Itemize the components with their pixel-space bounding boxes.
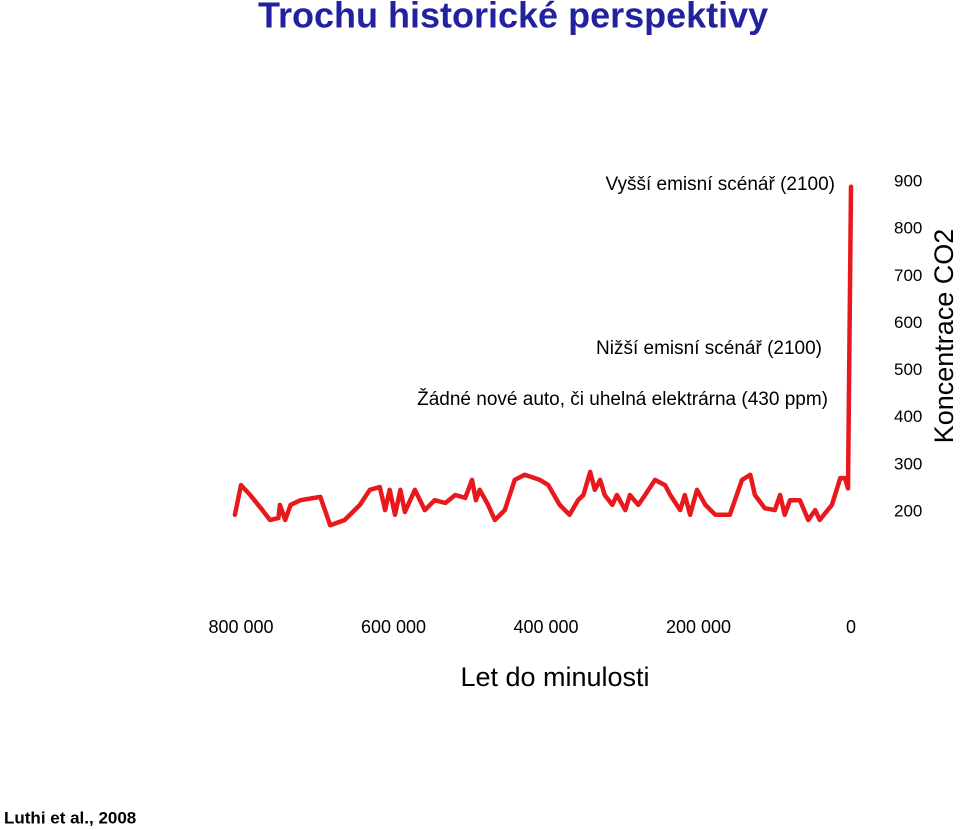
slide-title: Trochu historické perspektivy	[258, 0, 768, 36]
y-tick-label: 600	[894, 313, 922, 332]
y-tick-label: 900	[894, 171, 922, 190]
source: Luthi et al., 2008	[4, 808, 136, 827]
y-tick-label: 500	[894, 360, 922, 379]
x-tick-label: 600 000	[361, 617, 426, 637]
y-axis-label: Koncentrace CO2	[929, 229, 959, 444]
x-axis-label: Let do minulosti	[460, 662, 649, 692]
y-tick-label: 700	[894, 266, 922, 285]
annotation: Nižší emisní scénář (2100)	[596, 338, 822, 359]
y-tick-label: 200	[894, 501, 922, 520]
y-tick-label: 400	[894, 407, 922, 426]
x-tick-label: 200 000	[666, 617, 731, 637]
co2-line	[232, 184, 854, 528]
y-tick-label: 800	[894, 219, 922, 238]
annotation: Vyšší emisní scénář (2100)	[606, 174, 836, 195]
x-tick-label: 800 000	[208, 617, 273, 637]
annotation: Žádné nové auto, či uhelná elektrárna (4…	[417, 388, 828, 410]
y-tick-label: 300	[894, 454, 922, 473]
x-tick-label: 400 000	[513, 617, 578, 637]
x-tick-label: 0	[846, 617, 856, 637]
